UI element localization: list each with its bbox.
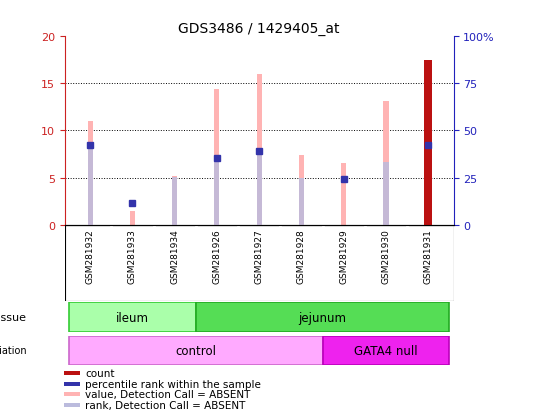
Bar bbox=[383, 162, 388, 225]
Text: GSM281926: GSM281926 bbox=[212, 229, 221, 283]
Bar bbox=[299, 178, 304, 225]
Bar bbox=[64, 403, 80, 406]
Bar bbox=[64, 392, 80, 396]
Text: GSM281929: GSM281929 bbox=[339, 229, 348, 283]
Text: GSM281933: GSM281933 bbox=[128, 229, 137, 284]
Bar bbox=[172, 177, 177, 225]
Text: percentile rank within the sample: percentile rank within the sample bbox=[85, 379, 261, 389]
Text: genotype/variation: genotype/variation bbox=[0, 346, 27, 356]
Bar bbox=[341, 164, 346, 225]
Bar bbox=[69, 336, 322, 366]
Text: tissue: tissue bbox=[0, 313, 27, 323]
Bar bbox=[322, 336, 449, 366]
Bar bbox=[64, 371, 80, 375]
Bar bbox=[299, 156, 304, 225]
Bar bbox=[172, 176, 177, 225]
Bar bbox=[383, 102, 388, 225]
Text: count: count bbox=[85, 368, 114, 378]
Text: ileum: ileum bbox=[116, 311, 149, 324]
Text: jejunum: jejunum bbox=[299, 311, 347, 324]
Bar bbox=[214, 158, 219, 225]
Bar bbox=[87, 145, 93, 225]
Text: rank, Detection Call = ABSENT: rank, Detection Call = ABSENT bbox=[85, 400, 245, 410]
Bar bbox=[196, 303, 449, 332]
Bar bbox=[426, 61, 431, 225]
Text: GSM281928: GSM281928 bbox=[297, 229, 306, 283]
Text: value, Detection Call = ABSENT: value, Detection Call = ABSENT bbox=[85, 389, 250, 399]
Bar bbox=[87, 122, 93, 225]
Bar bbox=[256, 75, 262, 225]
Text: GSM281927: GSM281927 bbox=[255, 229, 264, 283]
Text: GSM281931: GSM281931 bbox=[424, 229, 433, 284]
Bar bbox=[256, 152, 262, 225]
Bar bbox=[64, 382, 80, 386]
Bar bbox=[214, 90, 219, 225]
Text: control: control bbox=[176, 344, 217, 357]
Text: GSM281930: GSM281930 bbox=[381, 229, 390, 284]
Title: GDS3486 / 1429405_at: GDS3486 / 1429405_at bbox=[178, 22, 340, 36]
Bar bbox=[69, 303, 196, 332]
Text: GSM281932: GSM281932 bbox=[86, 229, 94, 283]
Bar bbox=[130, 212, 135, 225]
Text: GATA4 null: GATA4 null bbox=[354, 344, 418, 357]
Text: GSM281934: GSM281934 bbox=[170, 229, 179, 283]
Bar bbox=[424, 61, 432, 225]
